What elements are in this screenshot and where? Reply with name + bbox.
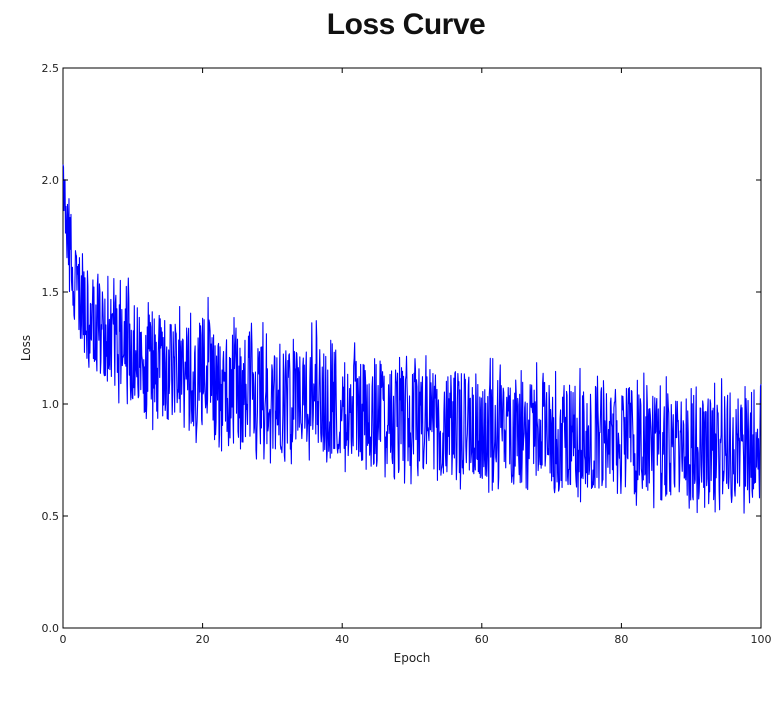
y-axis: 0.0 0.5 1.0 1.5 2.0 2.5 — [42, 62, 761, 635]
x-tick-label: 0 — [60, 633, 67, 646]
series-layer — [62, 164, 762, 514]
x-tick-label: 20 — [196, 633, 210, 646]
x-tick-label: 60 — [475, 633, 489, 646]
y-tick-label: 2.0 — [42, 174, 60, 187]
plot-frame — [62, 67, 762, 629]
x-tick-label: 40 — [335, 633, 349, 646]
loss-series-line — [62, 164, 762, 514]
y-tick-label: 1.0 — [42, 398, 60, 411]
y-axis-title: Loss — [19, 335, 33, 361]
y-tick-label: 1.5 — [42, 286, 60, 299]
x-axis: 0 20 40 60 80 100 — [60, 68, 772, 646]
y-tick-label: 2.5 — [42, 62, 60, 75]
y-tick-label: 0.0 — [42, 622, 60, 635]
y-tick-label: 0.5 — [42, 510, 60, 523]
x-tick-label: 100 — [751, 633, 772, 646]
chart-title: Loss Curve — [326, 8, 486, 41]
x-tick-label: 80 — [614, 633, 628, 646]
x-axis-title: Epoch — [394, 651, 431, 665]
